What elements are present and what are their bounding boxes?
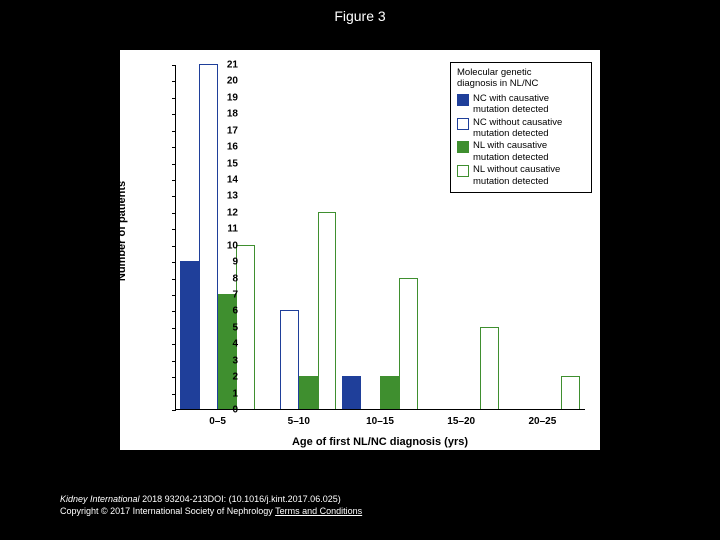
bar-nl_with — [380, 376, 399, 409]
copyright-prefix: Copyright © 2017 International Society o… — [60, 506, 275, 516]
y-tick-label: 4 — [178, 339, 238, 350]
y-tick-label: 18 — [178, 109, 238, 120]
y-tick-mark — [172, 311, 176, 312]
y-tick-label: 13 — [178, 191, 238, 202]
y-tick-label: 17 — [178, 125, 238, 136]
x-axis-label: Age of first NL/NC diagnosis (yrs) — [175, 436, 585, 448]
legend-swatch — [457, 94, 469, 106]
y-tick-mark — [172, 344, 176, 345]
y-tick-label: 0 — [178, 405, 238, 416]
y-tick-label: 11 — [178, 224, 238, 235]
y-tick-mark — [172, 98, 176, 99]
legend-text: NC without causativemutation detected — [473, 117, 585, 140]
y-tick-label: 2 — [178, 372, 238, 383]
y-tick-mark — [172, 279, 176, 280]
y-tick-label: 8 — [178, 273, 238, 284]
terms-and-conditions-link[interactable]: Terms and Conditions — [275, 506, 362, 516]
y-tick-label: 3 — [178, 355, 238, 366]
y-tick-mark — [172, 164, 176, 165]
legend: Molecular genetic diagnosis in NL/NC NC … — [450, 62, 592, 193]
y-tick-mark — [172, 328, 176, 329]
journal-name: Kidney International — [60, 494, 140, 504]
bar-nl_without — [561, 376, 580, 409]
legend-item: NL without causativemutation detected — [457, 164, 585, 187]
y-tick-label: 5 — [178, 322, 238, 333]
y-tick-mark — [172, 114, 176, 115]
bar-nl_without — [318, 212, 337, 409]
y-tick-label: 7 — [178, 290, 238, 301]
legend-item: NC without causativemutation detected — [457, 117, 585, 140]
y-tick-label: 19 — [178, 92, 238, 103]
legend-title: Molecular genetic diagnosis in NL/NC — [457, 67, 585, 90]
x-tick-label: 0–5 — [209, 416, 226, 427]
x-tick-label: 15–20 — [447, 416, 475, 427]
y-tick-mark — [172, 394, 176, 395]
y-tick-mark — [172, 147, 176, 148]
y-tick-mark — [172, 377, 176, 378]
y-tick-mark — [172, 65, 176, 66]
chart-container: Number of patients Age of first NL/NC di… — [120, 50, 600, 450]
footer: Kidney International 2018 93204-213DOI: … — [60, 493, 362, 518]
y-tick-label: 16 — [178, 142, 238, 153]
bar-nl_without — [399, 278, 418, 409]
legend-swatch — [457, 165, 469, 177]
legend-text: NC with causativemutation detected — [473, 93, 585, 116]
bar-nl_with — [299, 376, 318, 409]
legend-title-line1: Molecular genetic — [457, 67, 531, 78]
y-tick-mark — [172, 196, 176, 197]
y-tick-label: 12 — [178, 207, 238, 218]
y-tick-mark — [172, 81, 176, 82]
legend-item: NC with causativemutation detected — [457, 93, 585, 116]
figure-title: Figure 3 — [0, 0, 720, 24]
legend-text: NL without causativemutation detected — [473, 164, 585, 187]
legend-swatch — [457, 141, 469, 153]
y-tick-mark — [172, 246, 176, 247]
copyright-line: Copyright © 2017 International Society o… — [60, 505, 362, 518]
y-tick-label: 10 — [178, 240, 238, 251]
y-tick-label: 21 — [178, 60, 238, 71]
x-tick-label: 20–25 — [528, 416, 556, 427]
y-tick-label: 20 — [178, 76, 238, 87]
bar-nc_with — [342, 376, 361, 409]
bar-nl_without — [236, 245, 255, 409]
y-tick-mark — [172, 295, 176, 296]
legend-title-line2: diagnosis in NL/NC — [457, 78, 538, 89]
y-tick-mark — [172, 410, 176, 411]
bar-nc_without — [280, 310, 299, 409]
y-tick-mark — [172, 229, 176, 230]
citation-rest: 2018 93204-213DOI: (10.1016/j.kint.2017.… — [140, 494, 341, 504]
legend-swatch — [457, 118, 469, 130]
y-tick-mark — [172, 131, 176, 132]
citation-line: Kidney International 2018 93204-213DOI: … — [60, 493, 362, 506]
legend-item: NL with causativemutation detected — [457, 140, 585, 163]
y-tick-label: 9 — [178, 257, 238, 268]
bar-nl_without — [480, 327, 499, 409]
y-tick-label: 1 — [178, 388, 238, 399]
y-tick-label: 6 — [178, 306, 238, 317]
y-tick-mark — [172, 361, 176, 362]
y-tick-mark — [172, 262, 176, 263]
y-axis-label: Number of patients — [116, 181, 128, 281]
legend-text: NL with causativemutation detected — [473, 140, 585, 163]
x-tick-label: 5–10 — [288, 416, 310, 427]
y-tick-mark — [172, 180, 176, 181]
y-tick-label: 15 — [178, 158, 238, 169]
x-tick-label: 10–15 — [366, 416, 394, 427]
y-tick-label: 14 — [178, 175, 238, 186]
y-tick-mark — [172, 213, 176, 214]
